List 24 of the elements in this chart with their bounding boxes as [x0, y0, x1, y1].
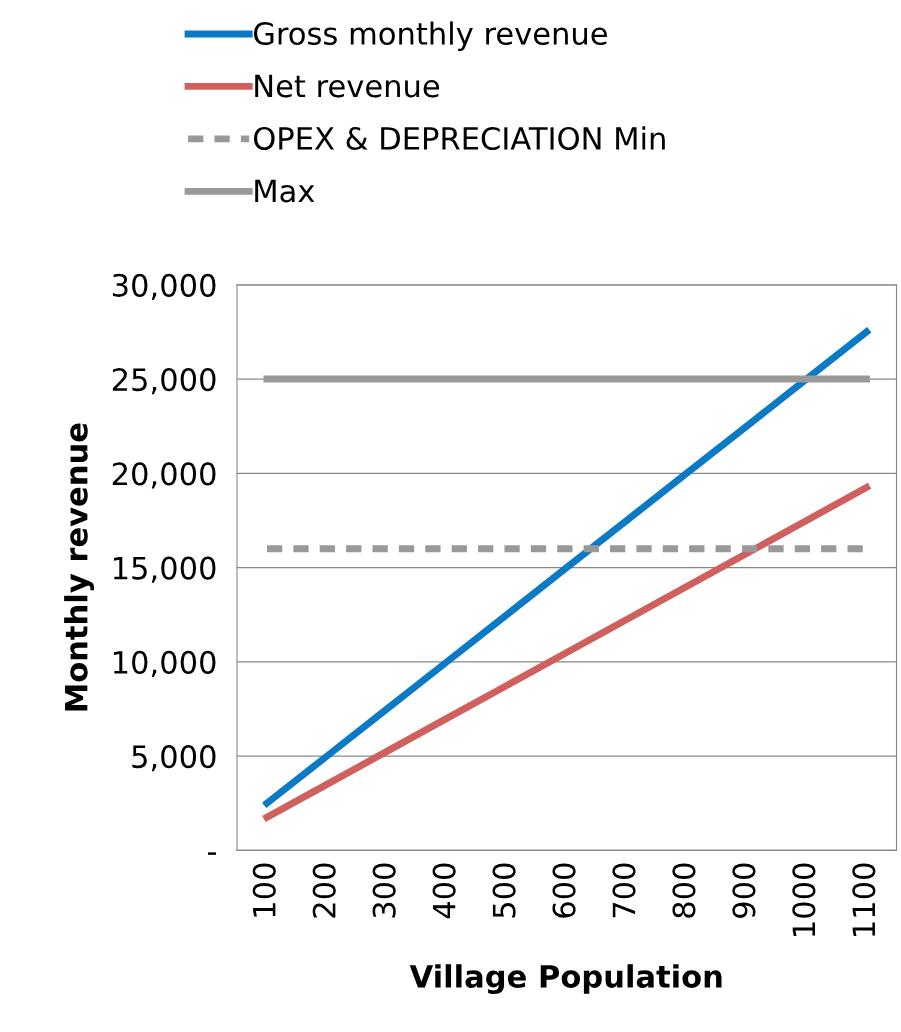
y-tick-label: 25,000 [112, 368, 216, 395]
y-tick-label: 30,000 [112, 273, 216, 300]
x-tick-label: 700 [612, 863, 636, 918]
x-tick-label: 900 [732, 863, 756, 918]
x-tick-label: 1100 [852, 863, 876, 936]
x-tick-label: 500 [492, 863, 516, 918]
x-tick-label: 300 [372, 863, 396, 918]
x-tick-label: 400 [432, 863, 456, 919]
x-tick-label: 800 [672, 863, 696, 918]
legend-label: Gross monthly revenue [253, 21, 607, 51]
y-tick-label: 20,000 [112, 462, 216, 489]
y-tick-label: 5,000 [132, 745, 216, 772]
x-tick-label: 200 [312, 863, 336, 918]
y-tick-label: - [207, 852, 217, 855]
x-tick-label: 600 [552, 863, 576, 918]
legend-label: Max [255, 179, 315, 203]
legend-label: Net revenue [255, 74, 440, 98]
x-tick-label: 1000 [792, 863, 816, 936]
y-axis-title: Monthly revenue [64, 423, 94, 711]
x-axis-title: Village Population [409, 964, 722, 995]
y-tick-label: 15,000 [113, 556, 216, 583]
x-tick-label: 100 [252, 863, 276, 917]
y-tick-label: 10,000 [113, 650, 216, 678]
legend-label: OPEX & DEPRECIATION Min [253, 126, 665, 151]
